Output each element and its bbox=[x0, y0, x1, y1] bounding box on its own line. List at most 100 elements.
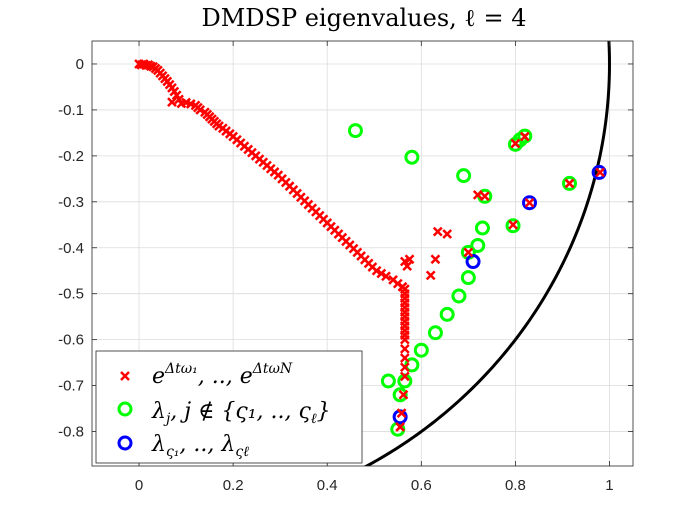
data-point-green-circle bbox=[392, 387, 408, 403]
cross-stroke-b bbox=[442, 229, 453, 239]
plot-frame bbox=[91, 40, 634, 467]
y-tick-label: -0.6 bbox=[58, 332, 84, 349]
data-point-green-circle bbox=[470, 237, 486, 253]
data-point-green-circle bbox=[505, 218, 521, 234]
legend-label-2-sub-l: ςℓ bbox=[235, 444, 249, 460]
data-point-red-cross bbox=[398, 389, 409, 400]
x-axis-ticks: 0 0.2 0.4 0.6 0.8 1 bbox=[135, 41, 614, 494]
data-point-red-cross bbox=[510, 138, 521, 149]
data-point-green-circle bbox=[456, 168, 472, 184]
data-point-green-circle bbox=[347, 123, 363, 139]
data-point-red-cross bbox=[442, 229, 453, 239]
cross-stroke-b bbox=[167, 97, 177, 107]
y-tick-label: -0.5 bbox=[58, 286, 84, 303]
legend-label-0-exp-1: Δtω₁ bbox=[164, 361, 198, 377]
data-point-green-circle bbox=[474, 220, 490, 236]
cross-stroke-b bbox=[564, 178, 575, 189]
cross-stroke-b bbox=[430, 254, 441, 265]
data-point-red-cross bbox=[463, 247, 474, 258]
cross-stroke-b bbox=[181, 97, 191, 108]
x-tick-label: 0 bbox=[135, 477, 143, 494]
data-point-green-circle bbox=[413, 342, 429, 358]
legend-box bbox=[95, 350, 363, 464]
data-point-green-circle bbox=[427, 325, 443, 341]
cross-stroke-b bbox=[595, 167, 605, 178]
legend-label-blue-circles: λς₁, .., λςℓ bbox=[151, 432, 249, 460]
cross-stroke-b bbox=[395, 422, 406, 432]
cross-stroke-b bbox=[425, 270, 436, 281]
data-point-blue-circle bbox=[591, 164, 607, 180]
cross-stroke-b bbox=[171, 90, 182, 101]
legend-label-green-circles: λj, j ∉ {ς₁, .., ςℓ} bbox=[151, 399, 331, 427]
legend-green-circle-glyph bbox=[117, 401, 133, 417]
data-point-green-circle bbox=[561, 175, 577, 191]
x-tick-label: 0.6 bbox=[411, 477, 432, 494]
unit-circle-layer bbox=[363, 41, 611, 466]
data-point-green-circle bbox=[404, 149, 420, 165]
legend-label-0-sep: , .., e bbox=[198, 364, 253, 389]
legend-label-0-exp-2: ΔtωN bbox=[252, 361, 293, 377]
legend-label-1-rest: , j ∉ {ς₁, .., ς bbox=[170, 399, 311, 424]
cross-stroke-b bbox=[376, 268, 387, 279]
cross-stroke-b bbox=[472, 190, 483, 200]
cross-stroke-b bbox=[185, 99, 196, 109]
data-point-blue-circle bbox=[522, 195, 538, 211]
data-point-red-cross bbox=[519, 131, 530, 142]
data-point-red-cross bbox=[595, 167, 605, 178]
cross-stroke-b bbox=[399, 334, 410, 345]
y-tick-label: 0 bbox=[76, 56, 84, 73]
data-point-red-cross bbox=[381, 271, 391, 282]
x-tick-label: 0.4 bbox=[317, 477, 338, 494]
data-point-red-cross bbox=[371, 265, 382, 276]
cross-stroke-b bbox=[145, 61, 156, 72]
data-point-green-circle bbox=[439, 306, 455, 322]
data-point-red-cross bbox=[564, 178, 575, 189]
cross-stroke-b bbox=[399, 353, 410, 363]
y-tick-label: -0.3 bbox=[58, 194, 84, 211]
y-tick-label: -0.2 bbox=[58, 148, 84, 165]
legend-label-2-sub-1: ς₁ bbox=[166, 444, 179, 460]
cross-stroke-b bbox=[519, 131, 530, 142]
cross-stroke-b bbox=[120, 371, 130, 381]
cross-stroke-b bbox=[508, 219, 518, 230]
data-point-red-cross bbox=[425, 270, 436, 281]
cross-stroke-b bbox=[396, 408, 407, 419]
cross-stroke-b bbox=[371, 265, 382, 276]
legend: eΔtω₁, .., eΔtωN λj, j ∉ {ς₁, .., ςℓ} λς… bbox=[95, 350, 363, 464]
legend-marker-blue-circle bbox=[117, 435, 133, 451]
x-tick-label: 0.2 bbox=[223, 477, 244, 494]
cross-stroke-b bbox=[524, 197, 535, 208]
cross-stroke-b bbox=[402, 261, 413, 272]
grid bbox=[92, 41, 633, 466]
legend-label-1-close: } bbox=[317, 399, 331, 424]
data-point-red-cross bbox=[376, 268, 387, 279]
cross-stroke-b bbox=[479, 191, 490, 202]
legend-label-2-sep: , .., λ bbox=[179, 432, 235, 457]
data-point-red-cross bbox=[399, 334, 410, 345]
data-point-red-cross bbox=[432, 226, 443, 237]
data-point-green-circle bbox=[517, 128, 533, 144]
cross-stroke-b bbox=[404, 254, 415, 265]
data-point-red-cross bbox=[395, 422, 406, 432]
data-point-green-circle bbox=[380, 373, 396, 389]
cross-stroke-b bbox=[388, 275, 398, 285]
cross-stroke-b bbox=[463, 247, 474, 258]
cross-stroke-b bbox=[381, 271, 391, 282]
x-tick-label: 1 bbox=[605, 477, 613, 494]
legend-entry-green-circles: λj, j ∉ {ς₁, .., ςℓ} bbox=[117, 399, 331, 427]
cross-stroke-b bbox=[432, 226, 443, 237]
y-tick-label: -0.8 bbox=[58, 424, 84, 441]
data-point-red-cross bbox=[524, 197, 535, 208]
data-marks bbox=[134, 59, 607, 437]
legend-label-1-sub-j: j bbox=[163, 411, 171, 427]
y-tick-label: -0.4 bbox=[58, 240, 84, 257]
y-tick-label: -0.7 bbox=[58, 378, 84, 395]
x-tick-label: 0.8 bbox=[505, 477, 526, 494]
data-point-red-cross bbox=[399, 362, 410, 373]
unit-circle bbox=[363, 41, 611, 466]
cross-stroke-b bbox=[195, 105, 206, 115]
cross-stroke-b bbox=[399, 362, 410, 373]
data-point-red-cross bbox=[430, 254, 441, 265]
data-point-red-cross bbox=[479, 191, 490, 202]
data-point-red-cross bbox=[404, 254, 415, 265]
